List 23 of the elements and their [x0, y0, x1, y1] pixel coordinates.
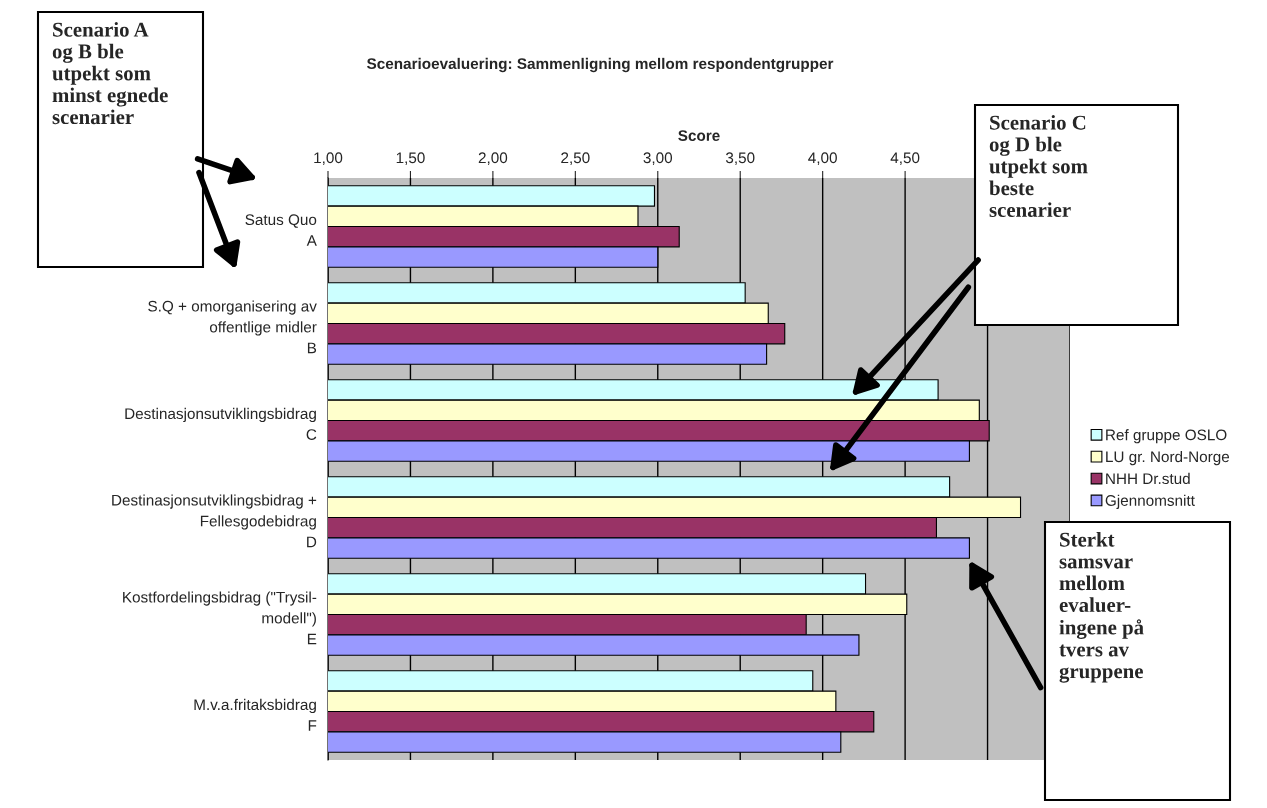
x-tick-label: 3,50: [725, 152, 755, 165]
legend-label: Ref gruppe OSLO: [1106, 429, 1227, 444]
y-tick-label: Satus Quo A: [245, 214, 317, 246]
legend-label: NHH Dr.stud: [1106, 472, 1190, 485]
x-tick-label: 4,50: [890, 152, 920, 165]
x-axis-title: Score: [678, 130, 720, 141]
text: Scenario A og B ble utpekt som minst egnede scenarier: [52, 22, 168, 125]
x-tick-label: 2,00: [478, 152, 508, 165]
y-tick-label: M.v.a.fritaksbidrag F: [194, 698, 317, 731]
x-tick-label: 1,00: [314, 152, 343, 165]
y-tick-label: Destinasjonsutviklingsbidrag + Fellesgodebidrag D: [112, 494, 317, 548]
y-tick-label: Kostfordelingsbidrag ("Trysil- modell") E: [123, 591, 317, 645]
y-tick-label: Destinasjonsutviklingsbidrag C: [125, 407, 317, 440]
annotation: Sterkt samsvar mellom evaluer- ingene på tvers av gruppene: [1059, 532, 1144, 683]
annotation: Scenario C og D ble utpekt som beste scenarier: [989, 115, 1088, 217]
legend-label: Gjennomsnitt: [1105, 494, 1195, 509]
x-tick-label: 4,00: [808, 152, 837, 165]
y-tick-label: S.Q + omorganisering av offentlige midler B: [148, 300, 317, 354]
x-tick-label: 2,50: [561, 152, 590, 165]
x-tick-label: 1,50: [396, 152, 425, 165]
x-tick-label: 3,00: [643, 152, 673, 165]
chart-title: Scenarioevaluering: Sammenligning mellom respondentgrupper: [367, 57, 834, 73]
legend-label: LU gr. Nord-Norge: [1106, 450, 1230, 466]
